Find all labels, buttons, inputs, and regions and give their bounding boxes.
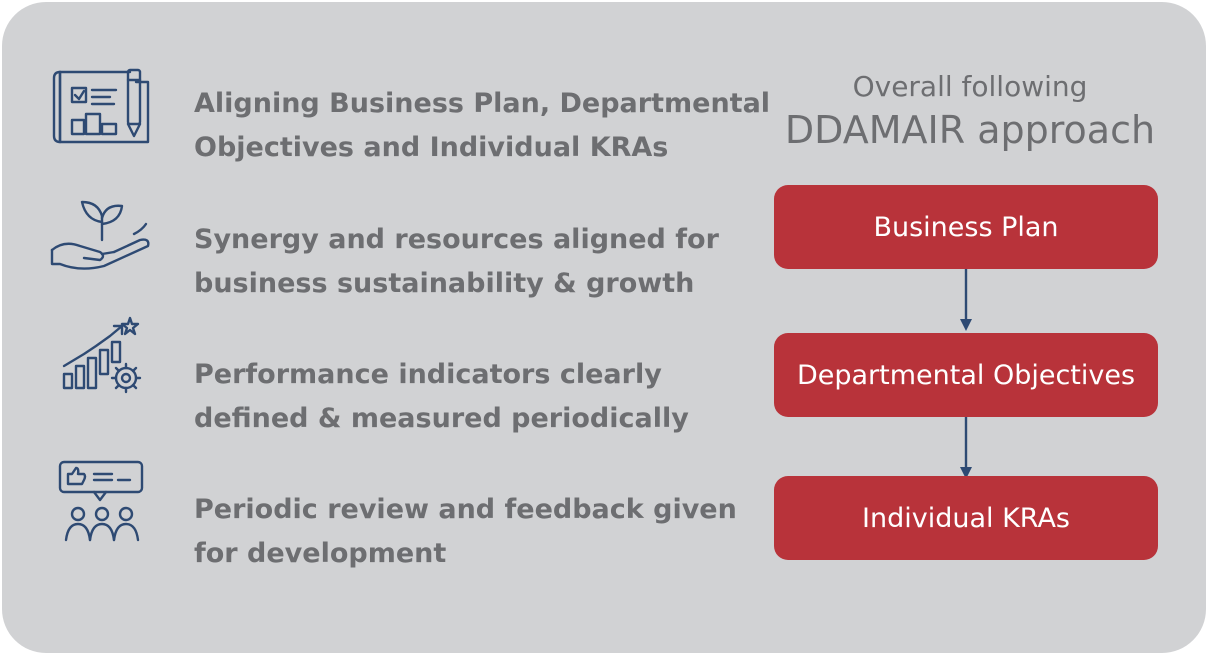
point-line-1: Performance indicators clearly bbox=[194, 359, 662, 390]
plant-in-hand-icon bbox=[50, 194, 154, 276]
feedback-group-icon bbox=[50, 460, 154, 542]
point-line-2: for development bbox=[194, 538, 447, 569]
point-line-1: Aligning Business Plan, Departmental bbox=[194, 88, 771, 119]
flow-box-individual-kras: Individual KRAs bbox=[774, 476, 1158, 560]
flow-box-label: Business Plan bbox=[873, 211, 1059, 243]
point-line-1: Periodic review and feedback given bbox=[194, 494, 737, 525]
flow-arrow-1 bbox=[954, 269, 978, 333]
blueprint-icon bbox=[50, 68, 154, 150]
flow-box-departmental-objectives: Departmental Objectives bbox=[774, 333, 1158, 417]
flow-box-business-plan: Business Plan bbox=[774, 185, 1158, 269]
growth-chart-gear-icon bbox=[50, 316, 154, 398]
point-line-2: defined & measured periodically bbox=[194, 403, 689, 434]
point-line-1: Synergy and resources aligned for bbox=[194, 224, 719, 255]
flow-arrow-2 bbox=[954, 417, 978, 481]
flow-box-label: Individual KRAs bbox=[862, 502, 1070, 534]
flow-box-label: Departmental Objectives bbox=[796, 359, 1136, 391]
point-line-2: business sustainability & growth bbox=[194, 268, 695, 299]
approach-heading-line-2: DDAMAIR approach bbox=[784, 108, 1156, 152]
approach-heading-line-1: Overall following bbox=[852, 70, 1088, 103]
point-line-2: Objectives and Individual KRAs bbox=[194, 132, 669, 163]
